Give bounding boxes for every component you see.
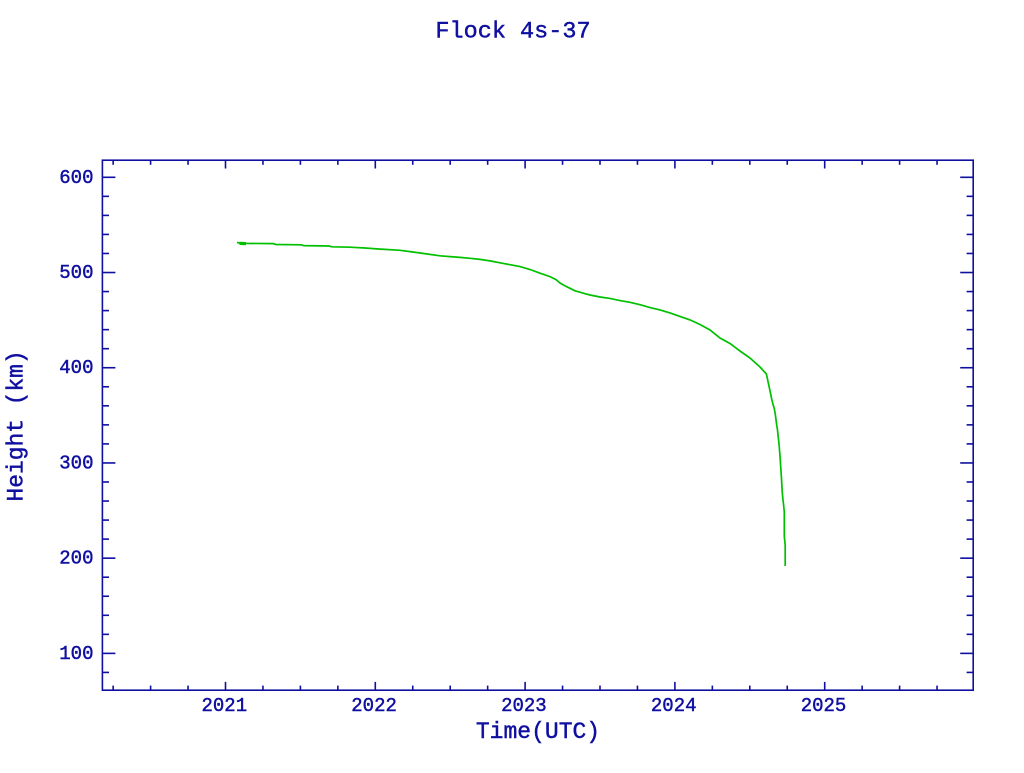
svg-text:300: 300 xyxy=(59,453,93,475)
svg-text:2025: 2025 xyxy=(801,695,847,717)
svg-text:100: 100 xyxy=(59,643,93,665)
svg-text:2021: 2021 xyxy=(201,695,247,717)
svg-text:Flock 4s-37: Flock 4s-37 xyxy=(435,19,590,46)
svg-text:200: 200 xyxy=(59,548,93,570)
svg-text:2023: 2023 xyxy=(501,695,547,717)
svg-text:2022: 2022 xyxy=(351,695,397,717)
svg-text:400: 400 xyxy=(59,357,93,379)
svg-text:Height (km): Height (km) xyxy=(4,350,30,501)
svg-text:600: 600 xyxy=(59,167,93,189)
svg-text:2024: 2024 xyxy=(651,695,697,717)
svg-text:500: 500 xyxy=(59,262,93,284)
svg-text:Time(UTC): Time(UTC) xyxy=(476,719,600,745)
